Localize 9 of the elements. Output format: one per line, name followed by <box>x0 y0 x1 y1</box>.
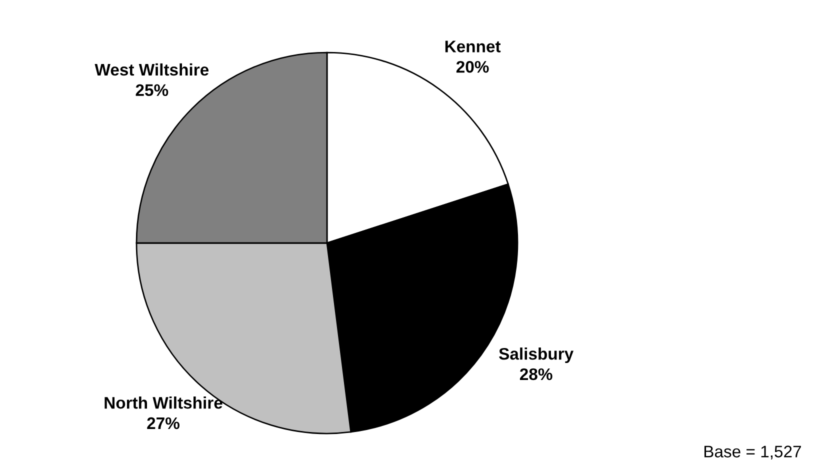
slice-label: North Wiltshire <box>104 396 222 409</box>
text: Base = 1,527 <box>704 446 801 460</box>
data-label: 25% <box>136 84 168 96</box>
slice-label: West Wiltshire <box>94 63 209 76</box>
slice-label: Salisbury <box>499 348 574 364</box>
data-label: 20% <box>456 60 489 73</box>
slice-label: Kennet <box>445 40 501 52</box>
data-label: 28% <box>520 368 552 380</box>
data-label: 27% <box>147 417 180 430</box>
